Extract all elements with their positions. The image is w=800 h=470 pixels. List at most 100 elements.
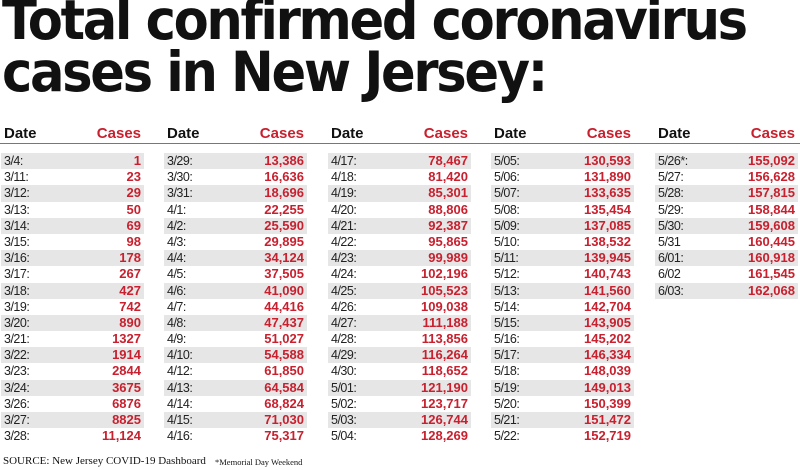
date-cell: 4/2: <box>167 218 186 233</box>
cases-cell: 88,806 <box>428 201 468 217</box>
table-row: 4/9: 51,027 <box>164 331 307 347</box>
date-cell: 4/16: <box>167 429 193 444</box>
date-cell: 5/10: <box>494 234 520 249</box>
table-row: 5/07: 133,635 <box>491 185 634 202</box>
table-row: 4/23: 99,989 <box>328 250 471 267</box>
table-row: 4/25: 105,523 <box>328 282 471 299</box>
cases-cell: 51,027 <box>264 331 304 347</box>
table-row: 3/14: 69 <box>1 217 144 234</box>
cases-cell: 1327 <box>112 331 141 347</box>
cases-cell: 75,317 <box>264 428 304 444</box>
cases-cell: 138,532 <box>584 233 631 249</box>
table-rows: 4/17: 78,467 4/18: 81,420 4/19: 85,301 4/20: 88… <box>328 153 471 444</box>
date-cell: 4/22: <box>331 234 357 249</box>
cases-cell: 145,202 <box>584 331 631 347</box>
cases-cell: 133,635 <box>584 185 631 201</box>
cases-cell: 161,545 <box>748 266 795 282</box>
date-cell: 3/4: <box>4 154 23 168</box>
date-cell: 5/19: <box>494 380 520 395</box>
table-column-2: Date Cases 3/29: 13,386 3/30: 16,636 3/31: 18,6… <box>164 124 307 444</box>
date-cell: 3/16: <box>4 251 30 266</box>
cases-cell: 148,039 <box>584 363 631 379</box>
date-cell: 3/15: <box>4 234 30 249</box>
cases-cell: 139,945 <box>584 250 631 266</box>
cases-cell: 25,590 <box>264 217 304 233</box>
table-row: 5/09: 137,085 <box>491 217 634 234</box>
date-cell: 3/13: <box>4 202 30 217</box>
cases-header: Cases <box>586 125 631 142</box>
date-cell: 6/03: <box>658 283 684 298</box>
table-row: 5/27: 156,628 <box>655 169 798 185</box>
date-header: Date <box>658 125 691 142</box>
table-row: 4/26: 109,038 <box>328 299 471 315</box>
cases-cell: 1 <box>133 153 141 168</box>
date-cell: 5/13: <box>494 283 520 298</box>
cases-cell: 118,652 <box>421 363 468 379</box>
date-header: Date <box>4 125 37 142</box>
date-cell: 5/09: <box>494 218 520 233</box>
date-cell: 5/26*: <box>658 154 688 168</box>
table-rows: 3/29: 13,386 3/30: 16,636 3/31: 18,696 4/1: 22,… <box>164 153 307 444</box>
table-rows: 3/4: 1 3/11: 23 3/12: 29 3/13: 50 3/14: 69 3/15: 98… <box>1 153 144 444</box>
table-row: 4/3: 29,895 <box>164 234 307 250</box>
cases-cell: 109,038 <box>421 298 468 314</box>
date-cell: 3/19: <box>4 299 30 314</box>
table-row: 5/19: 149,013 <box>491 379 634 396</box>
table-row: 4/10: 54,588 <box>164 347 307 364</box>
date-cell: 3/18: <box>4 283 30 298</box>
date-cell: 5/02: <box>331 396 357 411</box>
cases-cell: 44,416 <box>264 298 304 314</box>
cases-cell: 143,905 <box>584 314 631 330</box>
cases-cell: 102,196 <box>421 266 468 282</box>
table-row: 4/28: 113,856 <box>328 331 471 347</box>
table-column-5: Date Cases 5/26*: 155,092 5/27: 156,628 5/28: 1… <box>655 124 798 299</box>
cases-cell: 98 <box>126 233 141 249</box>
table-row: 3/18: 427 <box>1 282 144 299</box>
cases-cell: 6876 <box>112 395 141 411</box>
cases-cell: 2844 <box>112 363 141 379</box>
date-cell: 5/12: <box>494 267 520 282</box>
cases-cell: 111,188 <box>422 314 468 330</box>
date-cell: 5/01: <box>331 380 357 395</box>
table-row: 4/20: 88,806 <box>328 202 471 218</box>
table-row: 4/17: 78,467 <box>328 153 471 170</box>
cases-cell: 158,844 <box>748 201 795 217</box>
table-row: 5/16: 145,202 <box>491 331 634 347</box>
date-cell: 4/10: <box>167 348 193 363</box>
footnote: *Memorial Day Weekend <box>215 457 303 467</box>
cases-cell: 140,743 <box>584 266 631 282</box>
table-rows: 5/26*: 155,092 5/27: 156,628 5/28: 157,815 5/2… <box>655 153 798 299</box>
date-cell: 5/27: <box>658 170 684 185</box>
table-row: 3/26: 6876 <box>1 396 144 412</box>
cases-cell: 159,608 <box>748 217 795 233</box>
cases-header: Cases <box>423 125 468 142</box>
cases-cell: 71,030 <box>264 412 304 427</box>
table-row: 3/16: 178 <box>1 250 144 267</box>
table-row: 4/5: 37,505 <box>164 266 307 282</box>
cases-cell: 8825 <box>112 412 141 427</box>
date-cell: 3/22: <box>4 348 30 363</box>
date-cell: 5/14: <box>494 299 520 314</box>
cases-cell: 135,454 <box>584 201 631 217</box>
cases-cell: 128,269 <box>421 428 468 444</box>
table-row: 4/8: 47,437 <box>164 314 307 332</box>
table-row: 4/14: 68,824 <box>164 396 307 412</box>
table-row: 5/17: 146,334 <box>491 347 634 364</box>
date-cell: 4/30: <box>331 364 357 379</box>
table-row: 3/12: 29 <box>1 185 144 202</box>
cases-cell: 78,467 <box>428 153 468 168</box>
table-row: 4/6: 41,090 <box>164 282 307 299</box>
table-row: 3/21: 1327 <box>1 331 144 347</box>
table-rows: 5/05: 130,593 5/06: 131,890 5/07: 133,635 5/08… <box>491 153 634 444</box>
cases-cell: 137,085 <box>584 217 631 233</box>
table-row: 5/18: 148,039 <box>491 363 634 379</box>
date-cell: 3/26: <box>4 396 30 411</box>
cases-cell: 116,264 <box>421 347 468 363</box>
cases-cell: 131,890 <box>584 169 631 185</box>
title-line-1: Total confirmed coronavirus <box>2 0 748 52</box>
date-header: Date <box>331 125 364 142</box>
source-note: SOURCE: New Jersey COVID-19 Dashboard <box>3 455 206 467</box>
table-row: 5/21: 151,472 <box>491 412 634 429</box>
cases-cell: 64,584 <box>264 379 304 395</box>
date-cell: 4/24: <box>331 267 357 282</box>
